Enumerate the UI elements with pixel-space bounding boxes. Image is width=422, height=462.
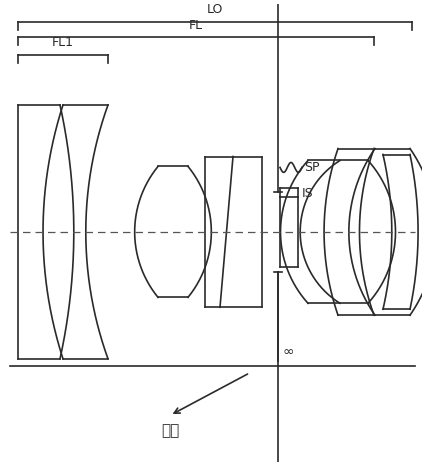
Text: FL: FL [189,18,203,31]
Text: IS: IS [302,187,314,200]
Text: SP: SP [304,161,319,174]
Text: 至近: 至近 [161,423,179,438]
Text: FL1: FL1 [52,36,74,49]
Text: ∞: ∞ [283,345,295,359]
Text: LO: LO [207,3,223,16]
